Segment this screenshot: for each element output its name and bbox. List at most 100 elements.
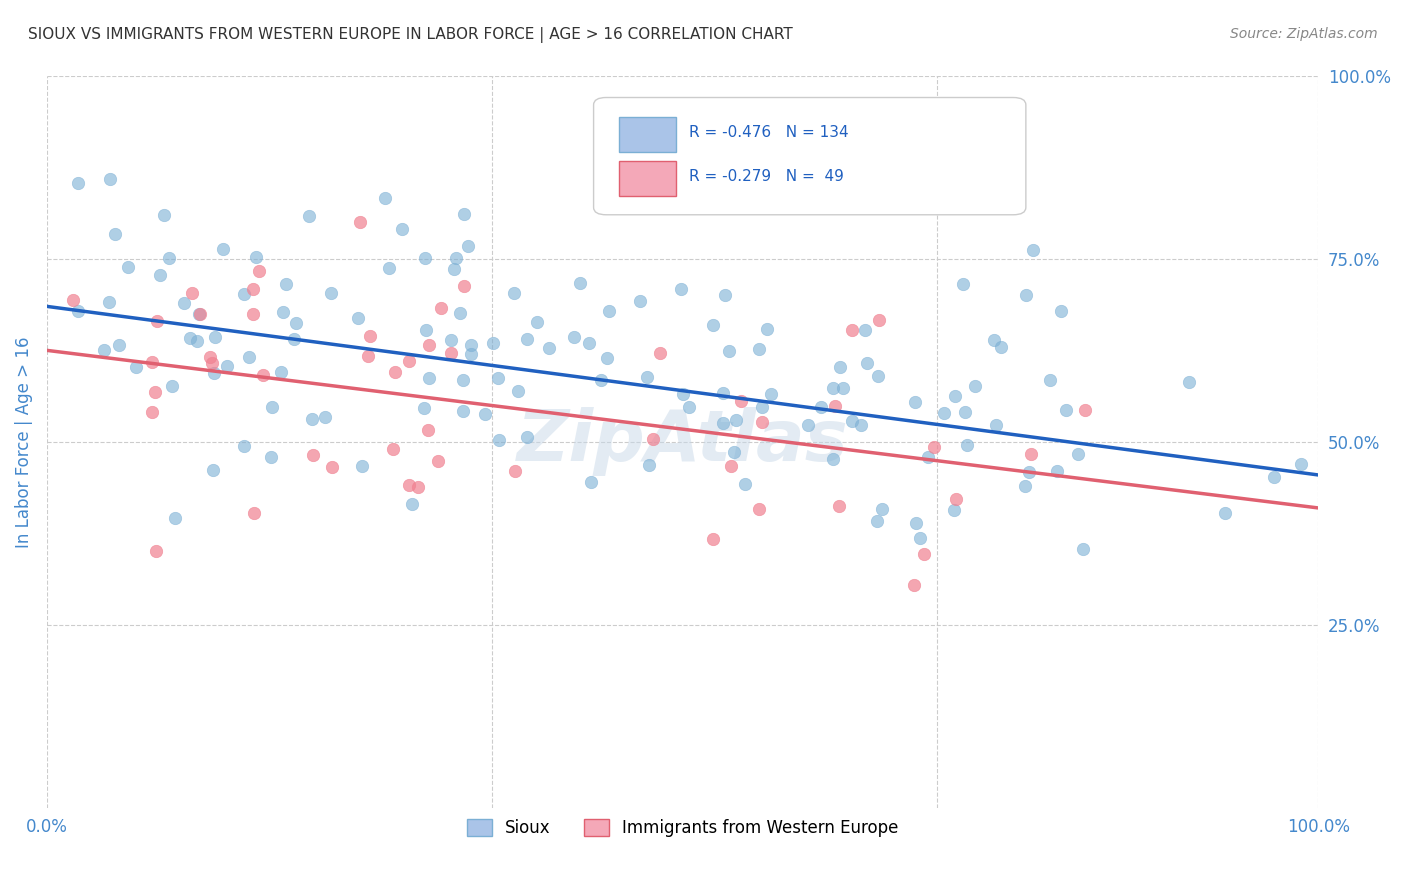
Point [589, 373, 612, 387]
Text: ZipAtlas: ZipAtlas [517, 408, 848, 476]
Point [451, 373, 474, 387]
Point [748, 342, 770, 356]
Point [636, 369, 658, 384]
Point [1021, 447, 1043, 461]
Point [723, 445, 745, 459]
Point [163, 511, 186, 525]
Point [243, 506, 266, 520]
Point [810, 400, 832, 414]
Point [868, 369, 890, 384]
Point [516, 332, 538, 346]
Point [186, 334, 208, 348]
FancyBboxPatch shape [593, 97, 1026, 215]
Bar [619, 117, 676, 153]
Point [672, 387, 695, 401]
Point [103, 227, 125, 241]
Point [943, 503, 966, 517]
Point [917, 450, 939, 464]
Point [952, 277, 974, 291]
Point [568, 276, 591, 290]
Point [124, 360, 146, 375]
Point [824, 399, 846, 413]
Point [440, 333, 463, 347]
Point [262, 401, 284, 415]
Point [841, 413, 863, 427]
Point [526, 315, 548, 329]
Point [413, 251, 436, 265]
Text: R = -0.476   N = 134: R = -0.476 N = 134 [689, 125, 849, 140]
Point [516, 430, 538, 444]
Point [398, 354, 420, 368]
Point [965, 379, 987, 393]
Point [711, 416, 734, 430]
Point [488, 434, 510, 448]
Point [352, 458, 374, 473]
Point [406, 480, 429, 494]
Point [1046, 465, 1069, 479]
Point [506, 384, 529, 398]
Point [202, 366, 225, 380]
Point [173, 295, 195, 310]
Point [451, 404, 474, 418]
Point [430, 301, 453, 315]
Point [953, 405, 976, 419]
Point [401, 496, 423, 510]
Point [302, 448, 325, 462]
Point [440, 346, 463, 360]
Point [1067, 447, 1090, 461]
Point [108, 338, 131, 352]
Point [856, 356, 879, 370]
Point [1178, 375, 1201, 389]
Point [242, 282, 264, 296]
Point [908, 531, 931, 545]
Point [945, 492, 967, 507]
Point [162, 379, 184, 393]
Point [444, 252, 467, 266]
Point [870, 502, 893, 516]
Point [734, 477, 756, 491]
Bar [619, 161, 676, 196]
Point [314, 410, 336, 425]
Point [416, 423, 439, 437]
Point [486, 371, 509, 385]
Point [578, 335, 600, 350]
Point [866, 514, 889, 528]
Point [418, 370, 440, 384]
Point [1022, 243, 1045, 257]
Point [384, 365, 406, 379]
Point [904, 395, 927, 409]
Point [146, 314, 169, 328]
Point [637, 458, 659, 472]
Point [301, 411, 323, 425]
Point [382, 442, 405, 456]
Point [482, 336, 505, 351]
Point [1038, 373, 1060, 387]
Point [188, 307, 211, 321]
Point [1213, 506, 1236, 520]
Point [730, 394, 752, 409]
Point [321, 459, 343, 474]
Point [232, 286, 254, 301]
Point [579, 475, 602, 489]
Point [98, 171, 121, 186]
Point [755, 322, 778, 336]
Point [751, 401, 773, 415]
Point [198, 350, 221, 364]
Y-axis label: In Labor Force | Age > 16: In Labor Force | Age > 16 [15, 336, 32, 548]
Point [714, 288, 737, 302]
Point [391, 222, 413, 236]
Point [276, 277, 298, 291]
Point [702, 533, 724, 547]
Point [797, 417, 820, 432]
Point [984, 418, 1007, 433]
Point [702, 318, 724, 332]
Point [562, 330, 585, 344]
Point [538, 342, 561, 356]
Point [285, 316, 308, 330]
Point [460, 338, 482, 352]
Point [823, 451, 845, 466]
Point [904, 516, 927, 530]
Point [1014, 479, 1036, 493]
Point [596, 351, 619, 366]
Text: Source: ZipAtlas.com: Source: ZipAtlas.com [1230, 27, 1378, 41]
